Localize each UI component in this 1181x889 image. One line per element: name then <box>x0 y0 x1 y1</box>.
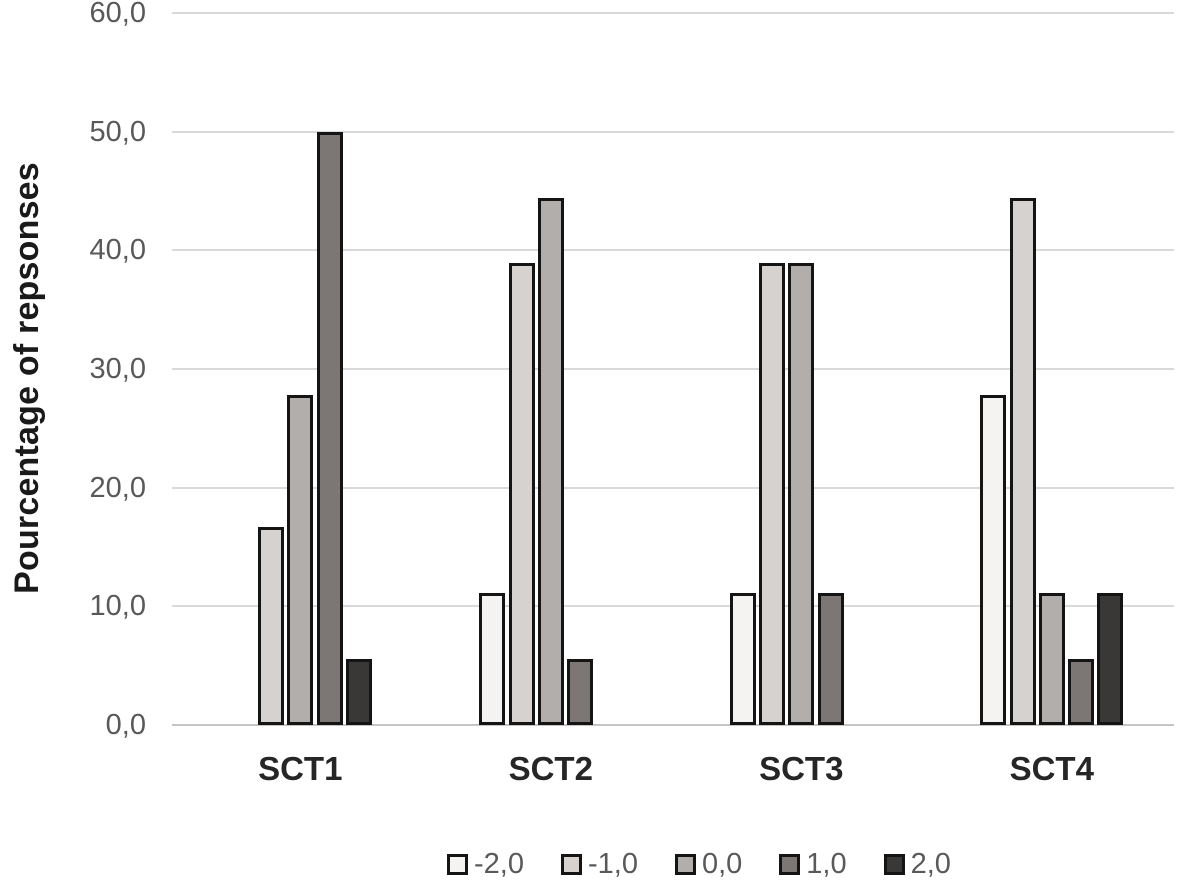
y-tick-label: 20,0 <box>89 471 146 504</box>
gridline <box>172 12 1174 14</box>
legend-label: -2,0 <box>474 848 524 880</box>
legend-item: 0,0 <box>674 848 743 880</box>
x-axis-label: SCT3 <box>759 750 844 787</box>
bar <box>567 658 593 725</box>
x-axis-label: SCT2 <box>508 750 593 787</box>
y-tick-label: 50,0 <box>89 115 146 148</box>
legend-item: -2,0 <box>447 848 524 880</box>
bar <box>1038 593 1065 725</box>
legend-label: 2,0 <box>910 848 951 880</box>
legend-item: -1,0 <box>560 848 638 880</box>
bar <box>1009 198 1036 725</box>
gridline <box>172 249 1174 252</box>
gridline <box>172 368 1174 370</box>
legend-label: -1,0 <box>587 848 638 880</box>
bar <box>537 198 564 725</box>
bar <box>258 526 284 725</box>
y-tick-label: 40,0 <box>89 234 146 267</box>
plot-area <box>172 12 1174 726</box>
legend: -2,0 -1,0 0,0 1,0 2,0 <box>447 847 951 881</box>
bar <box>345 658 372 725</box>
bar-group <box>479 198 622 725</box>
legend-swatch <box>674 853 696 875</box>
x-axis-label: SCT1 <box>258 750 343 787</box>
bar <box>788 263 815 725</box>
legend-label: 0,0 <box>701 848 743 880</box>
legend-swatch <box>779 853 801 875</box>
y-tick-label: 0,0 <box>105 709 146 741</box>
gridline <box>172 486 1174 489</box>
y-tick-label: 60,0 <box>89 0 146 29</box>
x-axis-label: SCT4 <box>1009 750 1094 787</box>
bar <box>729 593 756 725</box>
bar <box>980 395 1007 725</box>
bar <box>1097 593 1124 725</box>
gridline <box>172 724 1174 726</box>
legend-swatch <box>883 853 905 875</box>
bar-group <box>729 263 873 725</box>
bar <box>817 593 844 725</box>
legend-item: 2,0 <box>883 848 951 880</box>
bar <box>1068 658 1094 725</box>
bar <box>479 593 506 725</box>
bar <box>508 263 535 725</box>
gridline <box>172 605 1174 608</box>
legend-label: 1,0 <box>806 848 847 880</box>
bar <box>316 131 343 725</box>
bar <box>759 263 785 725</box>
legend-swatch <box>560 853 582 875</box>
gridline <box>172 130 1174 133</box>
legend-item: 1,0 <box>779 848 847 880</box>
bar-group <box>229 131 372 725</box>
y-tick-label: 10,0 <box>89 590 146 623</box>
bar-group <box>980 198 1124 725</box>
legend-swatch <box>447 853 468 875</box>
y-tick-label: 30,0 <box>89 353 146 385</box>
bar <box>287 395 314 725</box>
